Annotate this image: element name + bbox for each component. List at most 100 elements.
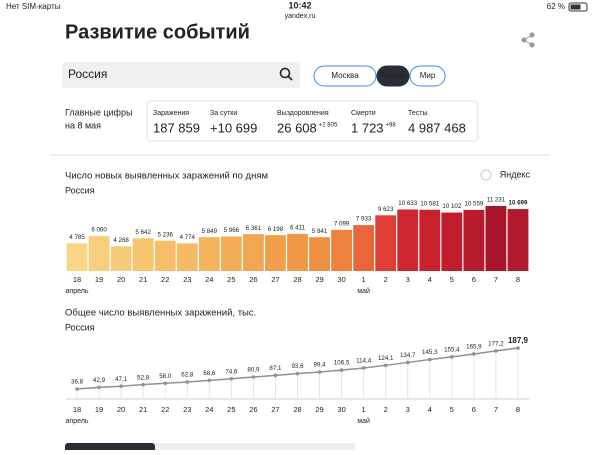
- bottom-tab-active[interactable]: [65, 443, 155, 453]
- x-tick-label: 7: [494, 405, 498, 414]
- x-tick-label: 8: [516, 405, 520, 414]
- point-value-label: 47,1: [115, 376, 128, 383]
- x-tick-label: 22: [161, 275, 169, 284]
- bar: [485, 206, 507, 271]
- point: [516, 346, 520, 350]
- battery-fill: [570, 4, 581, 10]
- point-value-label: 52,8: [137, 374, 150, 381]
- bar-value-label: 11 231: [487, 197, 506, 204]
- point: [97, 385, 101, 390]
- point-value-label: 93,6: [291, 363, 304, 370]
- search-icon[interactable]: [279, 67, 293, 81]
- bar-value-label: 6 060: [91, 227, 107, 234]
- battery-icon: [568, 2, 588, 12]
- bar: [463, 209, 485, 271]
- bar-value-label: 5 966: [224, 227, 240, 234]
- stat-value: 1 723: [351, 120, 384, 135]
- region-tab[interactable]: [376, 65, 410, 87]
- x-tick-label: 22: [161, 405, 169, 414]
- share-button[interactable]: [521, 32, 535, 48]
- x-tick-label: 3: [406, 405, 410, 414]
- bar-value-label: 9 623: [378, 206, 394, 213]
- bar-value-label: 5 642: [135, 229, 151, 236]
- url: yandex.ru: [285, 13, 316, 20]
- x-tick-label: 20: [117, 405, 125, 414]
- bar: [176, 243, 198, 271]
- x-tick-label: 26: [249, 275, 257, 284]
- point: [207, 378, 212, 383]
- point-value-label: 114,4: [356, 358, 372, 365]
- bar: [441, 212, 463, 271]
- search-box[interactable]: [62, 62, 300, 88]
- x-tick-label: 19: [95, 275, 103, 284]
- x-tick-label: 2: [384, 275, 388, 284]
- x-tick-label: 27: [271, 275, 279, 284]
- x-tick-label: 19: [95, 405, 103, 414]
- bar-value-label: 10 102: [442, 203, 461, 210]
- region-tab[interactable]: [409, 65, 446, 87]
- page-title: Развитие событий: [65, 21, 250, 43]
- x-tick-label: 21: [139, 275, 147, 284]
- bar-value-label: 6 411: [290, 225, 306, 232]
- bar: [375, 215, 397, 271]
- bar: [507, 209, 529, 271]
- x-tick-label: 30: [337, 275, 345, 284]
- clock: 10:42: [288, 0, 311, 10]
- bar-value-label: 10 581: [420, 200, 439, 207]
- month-label: апрель: [66, 418, 89, 425]
- x-tick-label: 7: [494, 275, 498, 284]
- point: [361, 366, 366, 370]
- x-tick-label: 25: [227, 405, 235, 414]
- region-tab-label: Россия: [380, 71, 406, 80]
- point-value-label: 187,9: [508, 336, 529, 345]
- battery-level: 62 %: [547, 2, 565, 11]
- x-tick-label: 18: [73, 275, 81, 284]
- x-tick-label: 3: [406, 275, 410, 284]
- stat-delta: +2 805: [319, 123, 338, 129]
- bar: [66, 243, 88, 271]
- summary-box: [146, 100, 479, 142]
- point: [229, 376, 234, 381]
- stat-value: +10 699: [210, 120, 257, 135]
- x-tick-label: 5: [450, 275, 454, 284]
- bottom-tab[interactable]: [155, 443, 355, 453]
- bar-value-label: 5 236: [157, 231, 173, 238]
- point-value-label: 155,4: [444, 346, 460, 353]
- x-tick-label: 8: [516, 275, 520, 284]
- stat-value: 4 987 468: [408, 120, 466, 135]
- bar: [198, 237, 220, 271]
- bar-value-label: 4 774: [180, 234, 196, 241]
- stat-delta: +98: [386, 123, 397, 129]
- carrier: Нет SIM-карты: [6, 2, 61, 11]
- point-value-label: 124,1: [378, 355, 394, 362]
- chart-subtitle: Россия: [65, 322, 95, 332]
- stat-label: Заражения: [153, 110, 189, 117]
- bar: [88, 235, 110, 271]
- stat-label: Смерти: [351, 110, 376, 117]
- bar: [242, 234, 264, 271]
- bar: [287, 233, 308, 271]
- region-tab-label: Мир: [420, 71, 436, 80]
- month-label: май: [357, 417, 370, 425]
- x-tick-label: 27: [271, 405, 279, 414]
- x-tick-label: 4: [428, 275, 432, 284]
- x-tick-label: 23: [183, 405, 191, 414]
- point: [163, 381, 168, 386]
- region-tab[interactable]: [313, 65, 377, 87]
- x-tick-label: 6: [472, 275, 476, 284]
- x-tick-label: 26: [249, 405, 257, 414]
- bar-value-label: 5 841: [312, 228, 328, 235]
- bar-value-label: 10 633: [398, 200, 417, 207]
- x-tick-label: 23: [183, 275, 191, 284]
- point: [273, 373, 278, 378]
- summary-title: Главные цифры: [65, 107, 132, 117]
- month-label: май: [357, 287, 370, 295]
- search-query: Россия: [68, 67, 107, 81]
- x-tick-label: 30: [337, 405, 345, 414]
- x-tick-label: 28: [293, 405, 301, 414]
- point: [119, 384, 123, 389]
- bar-value-label: 7 099: [334, 221, 350, 228]
- point: [317, 370, 322, 374]
- x-tick-label: 29: [315, 405, 323, 414]
